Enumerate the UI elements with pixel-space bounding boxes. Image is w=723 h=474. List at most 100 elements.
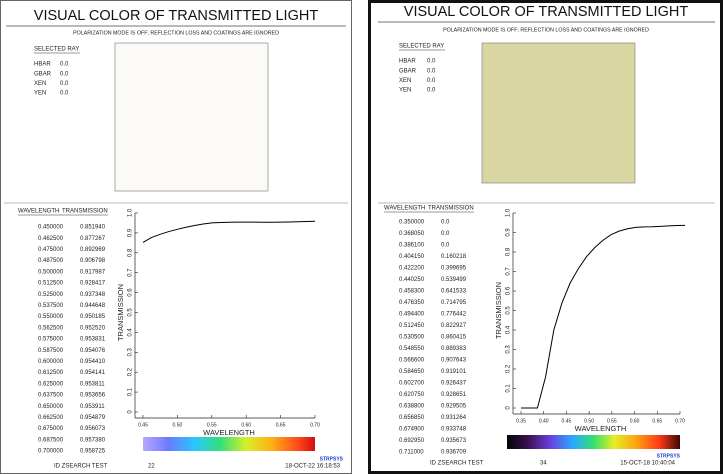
table-cell: 0.512450 — [399, 323, 425, 329]
ray-field-value: 0.0 — [60, 62, 69, 68]
table-cell: 0.957380 — [80, 437, 106, 443]
ray-field-value: 0.0 — [427, 88, 436, 94]
table-cell: 0.0 — [441, 243, 450, 249]
table-cell: 0.953656 — [80, 393, 106, 399]
ray-field-value: 0.0 — [427, 78, 436, 84]
table-cell: 0.954879 — [80, 415, 106, 421]
y-tick-label: 1.0 — [128, 208, 134, 217]
x-tick-label: 0.60 — [241, 422, 251, 428]
y-tick-label: 0.8 — [128, 248, 134, 257]
x-axis-label: WAVELENGTH — [203, 428, 255, 437]
table-cell: 0.350000 — [399, 220, 425, 226]
ray-field-label: HBAR — [34, 62, 51, 68]
table-cell: 0.620750 — [399, 392, 425, 398]
selected-ray-heading: SELECTED RAY — [399, 44, 444, 50]
table-cell: 0.954076 — [80, 348, 106, 354]
table-cell: 0.440250 — [399, 277, 425, 283]
table-cell: 0.917987 — [80, 269, 106, 275]
table-cell: 0.566600 — [399, 358, 425, 364]
x-tick-label: 0.45 — [138, 422, 148, 428]
table-cell: 0.952520 — [80, 325, 106, 331]
table-cell: 0.476350 — [399, 300, 425, 306]
y-tick-label: 0.4 — [128, 328, 134, 337]
table-cell: 0.575000 — [38, 337, 64, 343]
y-tick-label: 0.8 — [506, 247, 512, 256]
table-cell: 0.907643 — [441, 358, 467, 364]
table-cell: 0.548550 — [399, 346, 425, 352]
table-cell: 0.928651 — [441, 392, 467, 398]
table-cell: 0.600000 — [38, 359, 64, 365]
table-cell: 0.711000 — [399, 450, 424, 456]
ray-field-value: 0.0 — [427, 68, 436, 74]
table-cell: 0.530500 — [399, 335, 425, 341]
x-tick-label: 0.70 — [675, 418, 685, 424]
footer-date: 18-OCT-22 16:18:53 — [285, 464, 340, 470]
footer-page: 34 — [540, 461, 547, 467]
ray-field-value: 0.0 — [60, 91, 69, 97]
table-cell: 0.877267 — [80, 236, 106, 242]
ray-field-label: XEN — [399, 78, 411, 84]
spectrum-bar — [507, 435, 680, 449]
color-swatch — [114, 42, 269, 192]
table-cell: 0.386100 — [399, 243, 425, 249]
table-cell: 0.851940 — [80, 225, 106, 231]
ray-field-value: 0.0 — [427, 59, 436, 65]
table-cell: 0.776442 — [441, 312, 467, 318]
table-cell: 0.539499 — [441, 277, 467, 283]
table-cell: 0.462500 — [38, 236, 64, 242]
table-cell: 0.550000 — [38, 314, 64, 320]
table-cell: 0.475000 — [38, 247, 64, 253]
transmission-curve — [142, 220, 316, 243]
table-cell: 0.953831 — [80, 337, 106, 343]
panel-title: VISUAL COLOR OF TRANSMITTED LIGHT — [34, 8, 319, 24]
table-cell: 0.954410 — [80, 359, 106, 365]
ray-field-label: GBAR — [34, 71, 52, 77]
y-tick-label: 0.1 — [128, 387, 134, 396]
y-tick-label: 0.9 — [506, 228, 512, 237]
table-cell: 0.494400 — [399, 312, 425, 318]
table-cell: 0.889383 — [441, 346, 467, 352]
y-tick-label: 0.2 — [506, 364, 512, 373]
table-cell: 0.937348 — [80, 292, 106, 298]
panel-title: VISUAL COLOR OF TRANSMITTED LIGHT — [404, 4, 689, 20]
table-cell: 0.662500 — [38, 415, 64, 421]
table-cell: 0.953911 — [80, 404, 105, 410]
x-tick-label: 0.35 — [516, 418, 526, 424]
y-tick-label: 0.6 — [128, 288, 134, 297]
color-swatch — [481, 42, 636, 184]
transmission-curve — [521, 224, 686, 409]
table-cell: 0.399695 — [441, 266, 467, 272]
table-cell: 0.422200 — [399, 266, 425, 272]
y-tick-label: 0.5 — [506, 306, 512, 315]
y-tick-label: 0.4 — [506, 325, 512, 334]
footer-id: ID ZSEARCH TEST — [430, 461, 484, 467]
table-cell: 0.956073 — [80, 426, 106, 432]
table-cell: 0.0 — [441, 220, 450, 226]
table-cell: 0.687500 — [38, 437, 64, 443]
table-cell: 0.931264 — [441, 415, 467, 421]
y-tick-label: 0.3 — [128, 347, 134, 356]
y-tick-label: 0.9 — [128, 228, 134, 237]
table-cell: 0.602700 — [399, 381, 425, 387]
footer-date: 15-OCT-18 10:40:04 — [620, 461, 675, 467]
logo: STRPSYS — [657, 453, 681, 459]
table-cell: 0.537500 — [38, 303, 64, 309]
table-cell: 0.512500 — [38, 281, 64, 287]
table-cell: 0.584650 — [399, 369, 425, 375]
y-axis-label: TRANSMISSION — [494, 282, 503, 339]
x-axis-label: WAVELENGTH — [575, 424, 627, 433]
ray-field-value: 0.0 — [60, 81, 69, 87]
table-cell: 0.919101 — [441, 369, 467, 375]
x-tick-label: 0.50 — [173, 422, 183, 428]
table-cell: 0.638800 — [399, 404, 425, 410]
table-cell: 0.926437 — [441, 381, 467, 387]
table-header: WAVELENGTH — [18, 209, 59, 215]
y-tick-label: 0.6 — [506, 286, 512, 295]
table-cell: 0.714795 — [441, 300, 467, 306]
y-tick-label: 0.7 — [128, 268, 134, 277]
y-tick-label: 0 — [128, 410, 134, 414]
y-tick-label: 0.3 — [506, 345, 512, 354]
ray-field-label: GBAR — [399, 68, 417, 74]
x-tick-label: 0.55 — [607, 418, 617, 424]
